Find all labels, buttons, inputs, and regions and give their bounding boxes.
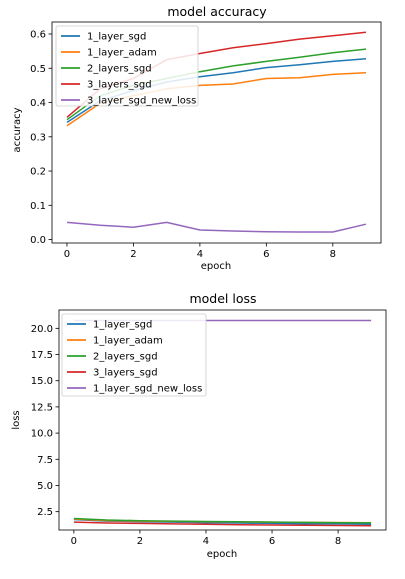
x-tick-label: 6 bbox=[269, 536, 275, 547]
y-tick-label: 5.0 bbox=[37, 481, 53, 492]
chart-title: model accuracy bbox=[167, 4, 267, 19]
legend-label: 2_layers_sgd bbox=[87, 64, 152, 75]
legend-label: 3_layers_sgd bbox=[93, 368, 158, 379]
chart-title: model loss bbox=[189, 291, 256, 306]
y-tick-label: 12.5 bbox=[31, 402, 53, 413]
legend-label: 1_layer_adam bbox=[87, 48, 157, 59]
y-tick-label: 7.5 bbox=[37, 455, 53, 466]
y-axis-label: accuracy bbox=[12, 107, 23, 152]
y-axis-label: loss bbox=[11, 410, 22, 429]
y-tick-label: 17.5 bbox=[31, 350, 53, 361]
x-tick-label: 0 bbox=[64, 249, 70, 260]
series-line-2-layers-sgd bbox=[74, 519, 371, 523]
legend-label: 2_layers_sgd bbox=[93, 352, 158, 363]
legend-label: 1_layer_sgd bbox=[87, 32, 146, 43]
x-tick-label: 6 bbox=[263, 249, 269, 260]
legend-label: 3_layer_sgd_new_loss bbox=[87, 96, 196, 107]
series-line-3-layer-sgd-new-loss bbox=[67, 222, 366, 232]
x-tick-label: 2 bbox=[130, 249, 136, 260]
y-tick-label: 0.1 bbox=[30, 201, 46, 212]
x-tick-label: 4 bbox=[203, 536, 209, 547]
x-tick-label: 4 bbox=[197, 249, 203, 260]
accuracy-chart: model accuracy epoch accuracy 0 2 4 6 8 0.0 0.… bbox=[12, 4, 381, 272]
x-tick-label: 0 bbox=[71, 536, 77, 547]
x-tick-label: 8 bbox=[335, 536, 341, 547]
y-tick-label: 0.6 bbox=[30, 29, 46, 40]
legend-label: 1_layer_sgd bbox=[93, 320, 152, 331]
x-tick-label: 8 bbox=[330, 249, 336, 260]
legend-label: 3_layers_sgd bbox=[87, 80, 152, 91]
loss-chart: model loss epoch loss 0 2 4 6 8 2.5 5.0 7.5 10.0… bbox=[11, 291, 386, 560]
y-tick-label: 0.4 bbox=[30, 98, 46, 109]
legend: 1_layer_sgd 1_layer_adam 2_layers_sgd 3_lay… bbox=[62, 314, 206, 396]
y-tick-label: 10.0 bbox=[31, 429, 53, 440]
plot-area: 0 2 4 6 8 2.5 5.0 7.5 10.0 12.5 15.0 17.5 20.0 1_laye… bbox=[31, 310, 386, 547]
y-tick-label: 0.5 bbox=[30, 64, 46, 75]
x-axis-label: epoch bbox=[201, 261, 231, 272]
y-tick-label: 0.0 bbox=[30, 235, 46, 246]
legend: 1_layer_sgd 1_layer_adam 2_layers_sgd 3_lay… bbox=[56, 26, 198, 107]
y-tick-label: 20.0 bbox=[31, 324, 53, 335]
y-tick-label: 0.2 bbox=[30, 167, 46, 178]
plot-area: 0 2 4 6 80.00.10.20.30.40.50.6 1_layer_sgd1_l… bbox=[30, 22, 381, 260]
x-axis-label: epoch bbox=[207, 549, 237, 560]
y-tick-label: 2.5 bbox=[37, 507, 53, 518]
y-tick-label: 0.3 bbox=[30, 132, 46, 143]
x-tick-label: 2 bbox=[137, 536, 143, 547]
y-tick-label: 15.0 bbox=[31, 376, 53, 387]
legend-label: 1_layer_adam bbox=[93, 336, 163, 347]
legend-label: 1_layer_sgd_new_loss bbox=[93, 384, 202, 395]
